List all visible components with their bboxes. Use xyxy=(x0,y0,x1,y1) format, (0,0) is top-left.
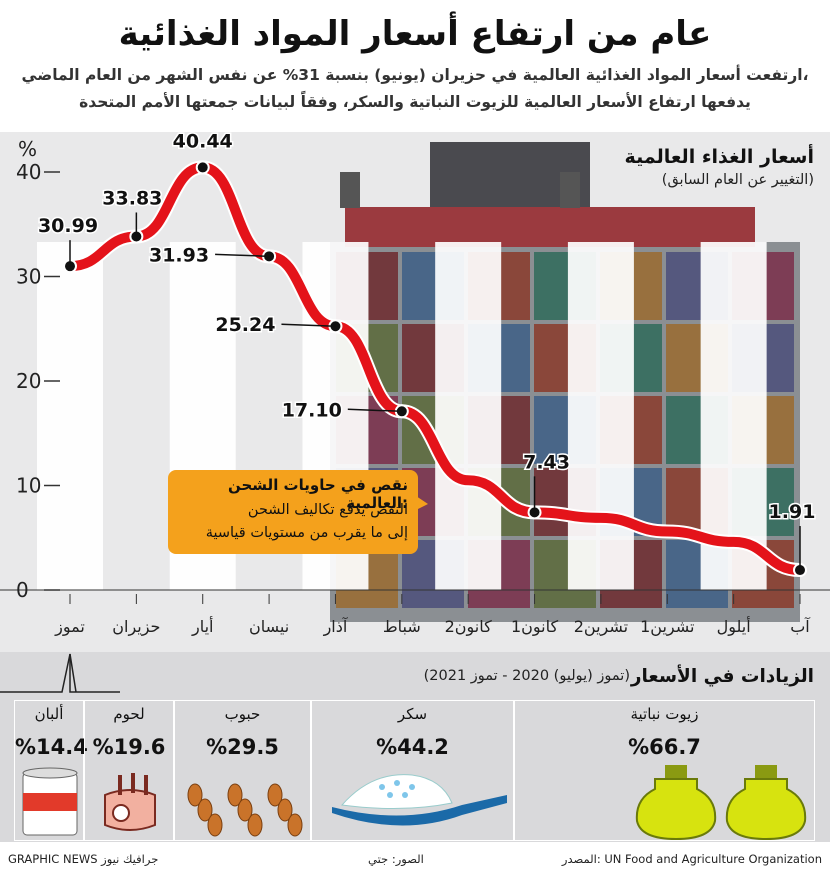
x-tick-label: تشرين1 xyxy=(640,617,694,637)
callout-line-2: إلى ما يقرب من مستويات قياسية xyxy=(205,525,408,541)
category-name: ألبان xyxy=(34,705,64,723)
shipping-callout: نقص في حاويات الشحن العالمية: النقص يدفع… xyxy=(168,470,428,560)
category-name: حبوب xyxy=(224,705,261,723)
x-tick-label: تموز xyxy=(54,617,85,637)
leader-line xyxy=(215,253,270,258)
panel-pointer xyxy=(0,653,120,693)
data-label: 33.83 xyxy=(102,187,162,209)
category-vegetable-oils: زيوت نباتية %66.7 xyxy=(514,700,815,841)
category-name: سكر xyxy=(397,705,428,723)
x-tick-label: أيار xyxy=(191,616,214,637)
x-tick-label: نيسان xyxy=(249,617,289,636)
milk-can-icon xyxy=(22,767,78,836)
photo-credit: الصور: جتي xyxy=(368,852,424,866)
data-label: 7.43 xyxy=(523,451,570,473)
category-value: %14.4 xyxy=(15,735,88,759)
x-tick-label: شباط xyxy=(383,617,421,636)
subtitle-line-1: ارتفعت أسعار المواد الغذائية العالمية في… xyxy=(21,66,809,84)
oil-bottle-icon xyxy=(635,765,807,841)
callout-line-1: النقص يدفع تكاليف الشحن xyxy=(247,502,408,518)
meat-ribs-icon xyxy=(104,773,156,831)
source-text: المصدر: UN Food and Agriculture Organiza… xyxy=(561,852,822,866)
category-meat: لحوم %19.6 xyxy=(84,700,174,841)
graphic-credit: GRAPHIC NEWS جرافيك نيوز xyxy=(8,852,159,866)
x-tick-label: حزيران xyxy=(112,617,160,637)
y-tick-label: 0 xyxy=(16,578,29,602)
category-value: %44.2 xyxy=(376,735,449,759)
data-label: 17.10 xyxy=(282,399,342,421)
category-grains: حبوب %29.5 xyxy=(174,700,311,841)
category-value: %19.6 xyxy=(92,735,166,759)
x-tick-label: تشرين2 xyxy=(574,617,628,637)
callout-heading: نقص في حاويات الشحن العالمية: xyxy=(227,476,408,512)
data-label: 1.91 xyxy=(769,501,816,523)
subtitle-line-2: يدفعها ارتفاع الأسعار العالمية للزيوت ال… xyxy=(79,93,751,111)
chart-subtitle: (التغيير عن العام السابق) xyxy=(661,172,814,188)
y-axis-label: % xyxy=(18,137,37,161)
chart-title: أسعار الغذاء العالمية xyxy=(624,146,814,168)
x-tick-label: أيلول xyxy=(717,616,751,637)
x-tick-label: كانون1 xyxy=(511,617,559,637)
data-label: 25.24 xyxy=(215,314,275,336)
category-sugar: سكر %44.2 xyxy=(311,700,514,841)
increases-title: الزيادات في الأسعار xyxy=(630,666,814,687)
data-point xyxy=(195,160,210,175)
wheat-grain-icon xyxy=(187,783,303,837)
y-tick-label: 20 xyxy=(16,369,41,393)
leader-line xyxy=(347,408,402,413)
data-label: 40.44 xyxy=(173,132,233,152)
y-tick-label: 30 xyxy=(16,265,41,289)
increases-period: (تموز (يوليو) 2020 - تموز 2021) xyxy=(423,668,630,684)
category-value: %29.5 xyxy=(206,735,279,759)
x-tick-label: آب xyxy=(790,617,811,636)
y-tick-label: 40 xyxy=(16,160,41,184)
callout-box xyxy=(168,470,418,554)
data-label: 30.99 xyxy=(38,215,98,237)
data-label: 31.93 xyxy=(149,244,209,266)
x-tick-label: كانون2 xyxy=(445,617,493,637)
line-chart: 0 10 20 30 40% تموز حزيران أيار نيسان آذار شباط كان… xyxy=(0,132,830,637)
leader-line xyxy=(281,323,336,327)
x-tick-label: آذار xyxy=(323,617,349,637)
page-title: عام من ارتفاع أسعار المواد الغذائية xyxy=(118,14,712,54)
callout-pointer xyxy=(404,488,428,516)
y-tick-label: 10 xyxy=(16,474,41,498)
category-name: زيوت نباتية xyxy=(630,705,699,723)
category-value: %66.7 xyxy=(628,735,701,759)
sugar-spoon-icon xyxy=(332,774,507,826)
category-dairy: ألبان %14.4 xyxy=(14,700,88,841)
category-name: لحوم xyxy=(113,705,145,723)
